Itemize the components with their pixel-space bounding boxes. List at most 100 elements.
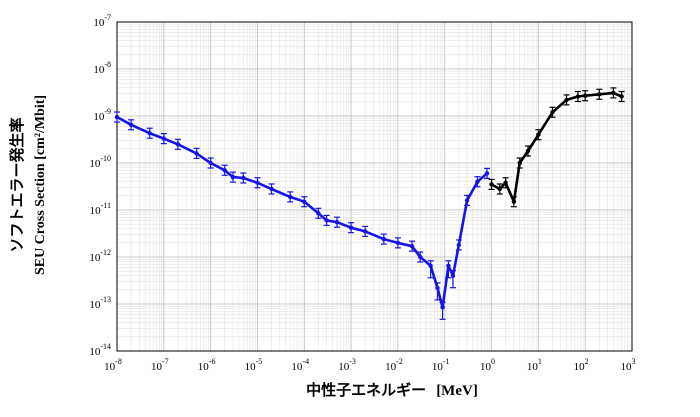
x-tick-label: 10-1 bbox=[432, 357, 450, 373]
series-line bbox=[116, 115, 488, 309]
y-tick-base: 10 bbox=[89, 299, 101, 311]
y-tick-base: 10 bbox=[93, 17, 105, 29]
x-tick-exponent: -6 bbox=[209, 357, 216, 366]
x-tick-label: 10-5 bbox=[245, 357, 263, 373]
x-tick-base: 10 bbox=[480, 361, 492, 373]
x-tick-label: 10-3 bbox=[338, 357, 356, 373]
data-point bbox=[456, 242, 462, 248]
x-tick-base: 10 bbox=[338, 361, 350, 373]
x-tick-exponent: 3 bbox=[632, 357, 636, 366]
plot-frame bbox=[116, 21, 633, 352]
data-point bbox=[517, 160, 522, 166]
data-point bbox=[230, 174, 236, 180]
data-point bbox=[619, 94, 624, 99]
y-tick-exponent: -8 bbox=[104, 60, 111, 69]
x-axis-title-main: 中性子エネルギー bbox=[306, 381, 426, 399]
data-point bbox=[575, 94, 581, 99]
y-tick-exponent: -7 bbox=[104, 13, 111, 22]
data-point bbox=[269, 186, 274, 192]
x-tick-base: 10 bbox=[432, 361, 444, 373]
series-layer bbox=[114, 87, 625, 320]
x-tick-label: 101 bbox=[527, 357, 542, 373]
x-tick-base: 10 bbox=[385, 361, 397, 373]
data-point bbox=[255, 180, 260, 185]
y-tick-exponent: -10 bbox=[100, 154, 111, 163]
data-point bbox=[316, 211, 321, 216]
y-axis-title-line1: ソフトエラー発生率 bbox=[8, 117, 26, 252]
data-point bbox=[334, 220, 340, 225]
data-point bbox=[435, 285, 440, 291]
data-point bbox=[550, 110, 555, 115]
data-point bbox=[450, 273, 456, 278]
y-tick-label: 10-12 bbox=[89, 248, 111, 264]
data-point bbox=[128, 122, 134, 127]
data-point bbox=[511, 199, 517, 204]
x-tick-base: 10 bbox=[527, 361, 539, 373]
data-point bbox=[114, 114, 120, 120]
y-tick-exponent: -14 bbox=[100, 342, 111, 351]
x-tick-base: 10 bbox=[574, 361, 586, 373]
x-tick-exponent: -5 bbox=[256, 357, 263, 366]
y-tick-base: 10 bbox=[93, 64, 105, 76]
data-point bbox=[428, 263, 433, 268]
series-1 bbox=[488, 87, 625, 208]
y-tick-label: 10-13 bbox=[89, 295, 111, 311]
data-point bbox=[536, 132, 541, 137]
y-tick-exponent: -9 bbox=[104, 107, 111, 116]
x-tick-exponent: -1 bbox=[443, 357, 450, 366]
data-point bbox=[381, 236, 387, 242]
grid-minor bbox=[117, 22, 632, 351]
x-tick-label: 10-4 bbox=[291, 357, 309, 373]
x-tick-exponent: 2 bbox=[585, 357, 589, 366]
x-tick-exponent: 0 bbox=[491, 357, 495, 366]
x-tick-label: 102 bbox=[574, 357, 589, 373]
y-tick-label: 10-11 bbox=[90, 201, 111, 217]
y-tick-exponent: -11 bbox=[101, 201, 111, 210]
y-tick-exponent: -12 bbox=[100, 248, 111, 257]
data-point bbox=[194, 151, 199, 156]
x-tick-base: 10 bbox=[104, 361, 116, 373]
y-tick-base: 10 bbox=[89, 252, 101, 264]
data-point bbox=[395, 240, 401, 246]
data-point bbox=[525, 148, 531, 154]
x-tick-label: 103 bbox=[621, 357, 636, 373]
data-point bbox=[208, 160, 213, 166]
x-tick-exponent: -8 bbox=[115, 357, 122, 366]
y-tick-label: 10-9 bbox=[93, 107, 111, 123]
y-tick-label: 10-7 bbox=[93, 13, 111, 29]
x-tick-exponent: -2 bbox=[396, 357, 403, 366]
y-tick-exponent: -13 bbox=[100, 295, 111, 304]
data-point bbox=[175, 142, 181, 147]
x-tick-exponent: 1 bbox=[538, 357, 542, 366]
x-tick-base: 10 bbox=[291, 361, 303, 373]
data-point bbox=[222, 168, 227, 173]
data-point bbox=[475, 179, 480, 184]
data-point bbox=[489, 182, 494, 187]
series-line bbox=[490, 91, 623, 203]
data-point bbox=[564, 97, 569, 103]
x-tick-base: 10 bbox=[198, 361, 210, 373]
data-point bbox=[409, 243, 415, 249]
data-point bbox=[241, 175, 246, 181]
data-point bbox=[161, 136, 167, 141]
y-tick-base: 10 bbox=[89, 158, 101, 170]
y-tick-base: 10 bbox=[90, 205, 102, 217]
x-tick-base: 10 bbox=[151, 361, 163, 373]
x-tick-label: 10-6 bbox=[198, 357, 216, 373]
data-point bbox=[497, 186, 502, 192]
data-point bbox=[582, 93, 588, 98]
x-axis-title: 中性子エネルギー [MeV] bbox=[306, 381, 478, 399]
data-point bbox=[362, 229, 368, 234]
x-tick-label: 10-2 bbox=[385, 357, 403, 373]
x-tick-labels: 10-8 10-7 10-6 10-5 10-4 10-3 10-2 10-1 100 101 10… bbox=[104, 357, 635, 373]
data-point bbox=[147, 131, 152, 136]
data-point bbox=[287, 194, 293, 200]
series-0 bbox=[114, 111, 491, 320]
data-point bbox=[611, 90, 616, 96]
data-point bbox=[418, 254, 423, 260]
x-tick-exponent: -7 bbox=[162, 357, 169, 366]
data-point bbox=[348, 225, 354, 230]
y-tick-label: 10-14 bbox=[89, 342, 111, 358]
data-point bbox=[440, 305, 445, 310]
